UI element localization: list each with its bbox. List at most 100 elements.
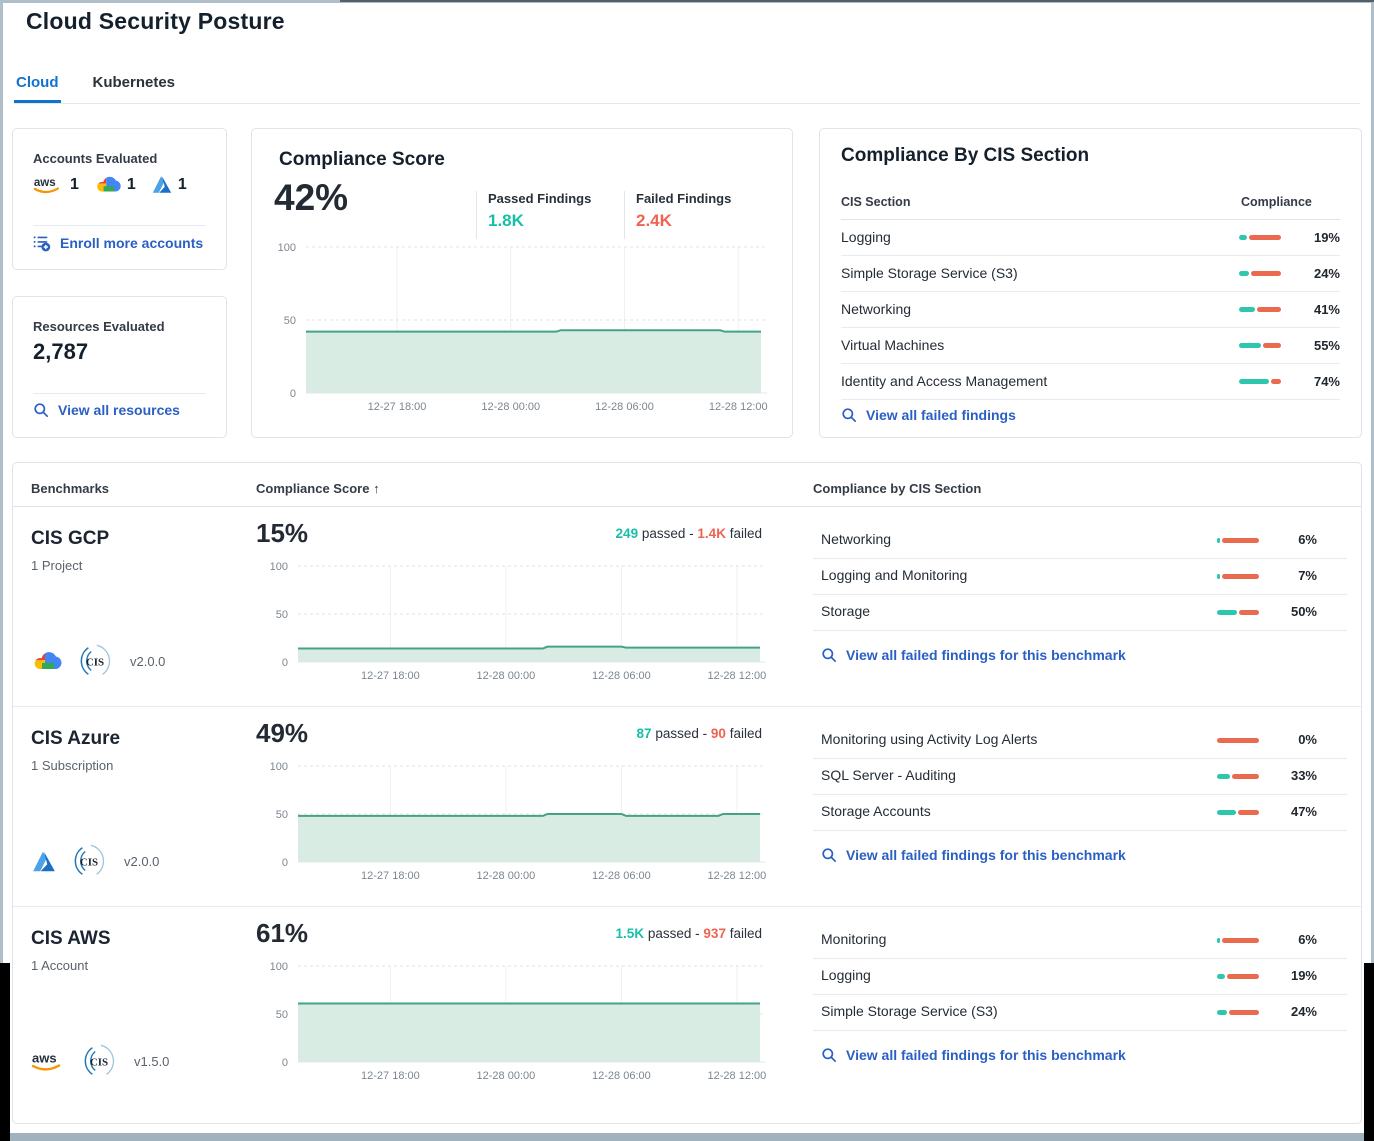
- aws-account-count: aws 1: [33, 174, 79, 196]
- view-all-resources-link[interactable]: View all resources: [33, 402, 180, 418]
- section-row[interactable]: Storage 50%: [813, 595, 1347, 631]
- compliance-pct: 55%: [1313, 338, 1340, 353]
- frame-border-right: [1371, 0, 1374, 963]
- divider: [13, 506, 1361, 507]
- compliance-score-card: Compliance Score 42% Passed Findings 1.8…: [251, 128, 793, 438]
- svg-text:aws: aws: [34, 176, 56, 188]
- provider-counts: aws 1 1 1: [33, 173, 187, 196]
- compliance-pct: 24%: [1290, 1004, 1317, 1019]
- benchmark-name[interactable]: CIS AWS: [31, 928, 111, 949]
- svg-text:12-28 12:00: 12-28 12:00: [709, 401, 768, 413]
- azure-logo-icon: [33, 851, 55, 871]
- svg-text:50: 50: [276, 1009, 288, 1021]
- benchmark-name[interactable]: CIS Azure: [31, 728, 121, 749]
- svg-text:0: 0: [290, 388, 296, 400]
- table-row[interactable]: Identity and Access Management 74%: [841, 364, 1340, 400]
- compliance-bar: [1217, 574, 1259, 579]
- view-failed-findings-benchmark-link[interactable]: View all failed findings for this benchm…: [821, 647, 1347, 663]
- passed-findings-value: 1.8K: [488, 211, 524, 230]
- table-row[interactable]: Logging 19%: [841, 220, 1340, 256]
- section-row[interactable]: Networking 6%: [813, 523, 1347, 559]
- svg-text:100: 100: [270, 561, 288, 573]
- benchmark-passed-failed: 249 passed - 1.4K failed: [615, 526, 762, 541]
- enroll-more-accounts-label: Enroll more accounts: [60, 235, 204, 251]
- tab-bar: Cloud Kubernetes: [14, 70, 1360, 104]
- view-failed-findings-benchmark-link[interactable]: View all failed findings for this benchm…: [821, 847, 1347, 863]
- svg-text:12-27 18:00: 12-27 18:00: [361, 870, 420, 882]
- compliance-score-chart: 100 50 0 12-27 18:00 12-28 00:00 12-28 06:00 1…: [264, 239, 769, 417]
- gcp-logo-icon: [34, 652, 62, 670]
- section-row[interactable]: Simple Storage Service (S3) 24%: [813, 995, 1347, 1031]
- screenshot-artifact-black-left: [0, 963, 10, 1141]
- search-icon: [34, 403, 49, 418]
- cis-logo-icon: CIS: [80, 644, 111, 675]
- compliance-pct: 19%: [1313, 230, 1340, 245]
- compliance-bar: [1217, 1010, 1259, 1015]
- compliance-bar: [1217, 938, 1259, 943]
- benchmark-passed-failed: 1.5K passed - 937 failed: [615, 926, 762, 941]
- svg-text:CIS: CIS: [80, 856, 98, 868]
- search-icon: [822, 648, 837, 663]
- enroll-accounts-icon: [33, 236, 51, 252]
- section-row[interactable]: Monitoring 6%: [813, 923, 1347, 959]
- benchmark-score-col: 61% 1.5K passed - 937 failed 100 50 0 12-27…: [256, 906, 768, 1124]
- tab-kubernetes[interactable]: Kubernetes: [92, 74, 176, 91]
- section-row[interactable]: SQL Server - Auditing 33%: [813, 759, 1347, 795]
- table-row[interactable]: Virtual Machines 55%: [841, 328, 1340, 364]
- view-all-failed-findings-link[interactable]: View all failed findings: [841, 407, 1016, 423]
- compliance-bar: [1239, 235, 1281, 240]
- svg-text:12-28 06:00: 12-28 06:00: [592, 870, 651, 882]
- svg-text:12-28 00:00: 12-28 00:00: [477, 870, 536, 882]
- benchmark-sections: Monitoring using Activity Log Alerts 0% …: [813, 706, 1347, 863]
- svg-text:100: 100: [278, 242, 296, 254]
- frame-border-bottom: [0, 1133, 1374, 1141]
- divider: [624, 191, 625, 239]
- compliance-pct: 47%: [1290, 804, 1317, 819]
- section-row[interactable]: Logging 19%: [813, 959, 1347, 995]
- compliance-pct: 6%: [1298, 932, 1317, 947]
- svg-text:50: 50: [284, 315, 296, 327]
- section-row[interactable]: Monitoring using Activity Log Alerts 0%: [813, 723, 1347, 759]
- table-row[interactable]: Simple Storage Service (S3) 24%: [841, 256, 1340, 292]
- col-header-compliance: Compliance: [1241, 195, 1312, 209]
- svg-text:12-27 18:00: 12-27 18:00: [361, 1070, 420, 1082]
- section-row[interactable]: Storage Accounts 47%: [813, 795, 1347, 831]
- enroll-more-accounts-link[interactable]: Enroll more accounts: [33, 234, 203, 252]
- svg-text:100: 100: [270, 961, 288, 973]
- benchmark-score: 15%: [256, 518, 309, 548]
- svg-text:0: 0: [282, 1057, 288, 1069]
- col-header-cis-section: CIS Section: [841, 195, 911, 209]
- view-all-failed-findings-label: View all failed findings: [866, 407, 1016, 423]
- tab-cloud[interactable]: Cloud: [14, 70, 61, 103]
- frame-border-left: [0, 0, 3, 963]
- benchmark-score-chart: 100 50 0 12-27 18:00 12-28 00:00 12-28 06:00 1…: [256, 958, 768, 1086]
- sort-ascending-icon: ↑: [373, 481, 380, 496]
- section-row[interactable]: Logging and Monitoring 7%: [813, 559, 1347, 595]
- divider: [33, 393, 206, 394]
- svg-text:0: 0: [282, 657, 288, 669]
- compliance-bar: [1239, 307, 1281, 312]
- cis-section-table: Logging 19% Simple Storage Service (S3) …: [841, 220, 1340, 400]
- compliance-bar: [1239, 343, 1281, 348]
- compliance-bar: [1239, 271, 1281, 276]
- table-row[interactable]: Networking 41%: [841, 292, 1340, 328]
- gcp-logo-icon: [97, 176, 121, 192]
- benchmark-row-cis-azure: CIS Azure 1 Subscription CIS v2.0.0 49% …: [13, 706, 1361, 906]
- search-icon: [822, 848, 837, 863]
- failed-findings-value: 2.4K: [636, 211, 672, 230]
- benchmark-score-col: 49% 87 passed - 90 failed 100 50 0 12-27 18…: [256, 706, 768, 906]
- svg-text:12-28 00:00: 12-28 00:00: [477, 670, 536, 682]
- svg-text:100: 100: [270, 761, 288, 773]
- accounts-evaluated-card: Accounts Evaluated aws 1 1: [12, 128, 227, 270]
- passed-findings-label: Passed Findings: [488, 191, 592, 206]
- azure-logo-icon: [152, 176, 171, 193]
- view-failed-findings-benchmark-link[interactable]: View all failed findings for this benchm…: [821, 1047, 1347, 1063]
- benchmark-name[interactable]: CIS GCP: [31, 528, 110, 549]
- benchmark-icons: CIS v2.0.0: [31, 842, 159, 880]
- svg-text:aws: aws: [32, 1050, 57, 1065]
- benchmark-icons: aws CIS v1.5.0: [31, 1042, 169, 1080]
- azure-account-count: 1: [151, 174, 187, 195]
- col-header-compliance-score[interactable]: Compliance Score ↑: [256, 481, 380, 496]
- compliance-by-cis-title: Compliance By CIS Section: [841, 145, 1090, 166]
- svg-text:0: 0: [282, 857, 288, 869]
